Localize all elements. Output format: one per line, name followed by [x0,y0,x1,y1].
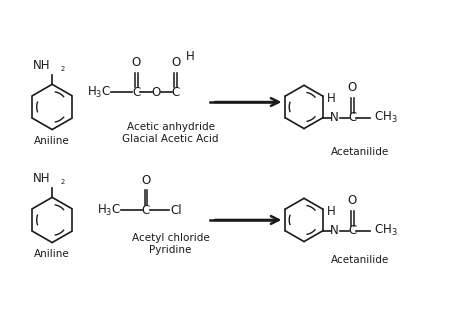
Text: Glacial Acetic Acid: Glacial Acetic Acid [122,134,219,144]
Text: CH$_3$: CH$_3$ [374,223,398,238]
Text: C: C [132,86,140,99]
Text: NH: NH [33,58,50,72]
Text: Pyridine: Pyridine [149,246,192,256]
Text: O: O [171,56,180,69]
Text: O: O [131,56,141,69]
Text: C: C [348,111,356,124]
Text: O: O [348,194,357,207]
Text: Acetanilide: Acetanilide [331,147,390,157]
Text: C: C [348,224,356,237]
Text: CH$_3$: CH$_3$ [374,110,398,125]
Text: H: H [185,50,194,63]
Text: $_2$: $_2$ [60,64,66,74]
Text: $_2$: $_2$ [60,177,66,187]
Text: C: C [171,86,180,99]
Text: H$_3$C: H$_3$C [87,85,112,100]
Text: O: O [348,81,357,94]
Text: Acetic anhydride: Acetic anhydride [127,122,215,132]
Text: O: O [141,174,151,187]
Text: Acetyl chloride: Acetyl chloride [132,233,210,243]
Text: H: H [327,92,336,105]
Text: Cl: Cl [171,204,182,217]
Text: C: C [142,204,150,217]
Text: H$_3$C: H$_3$C [97,203,122,218]
Text: Acetanilide: Acetanilide [331,255,390,265]
Text: O: O [151,86,161,99]
Text: Aniline: Aniline [34,249,70,259]
Text: NH: NH [33,172,50,185]
Text: N: N [330,224,339,237]
Text: N: N [330,111,339,124]
Text: Aniline: Aniline [34,136,70,146]
Text: H: H [327,205,336,218]
